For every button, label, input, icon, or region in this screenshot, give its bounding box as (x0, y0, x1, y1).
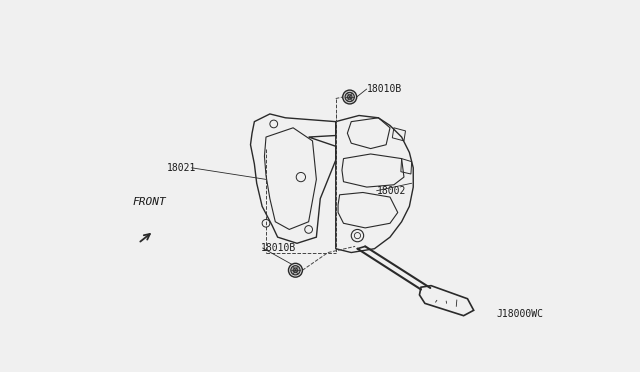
Text: 18010B: 18010B (261, 243, 296, 253)
Circle shape (291, 266, 300, 275)
Circle shape (289, 263, 303, 277)
Text: 18021: 18021 (167, 163, 196, 173)
Text: 18002: 18002 (376, 186, 406, 196)
Text: 18010B: 18010B (367, 84, 402, 94)
Circle shape (345, 92, 355, 102)
Circle shape (343, 90, 356, 104)
Text: FRONT: FRONT (132, 197, 166, 207)
Circle shape (293, 268, 298, 273)
Text: J18000WC: J18000WC (497, 310, 543, 320)
Circle shape (348, 95, 352, 99)
